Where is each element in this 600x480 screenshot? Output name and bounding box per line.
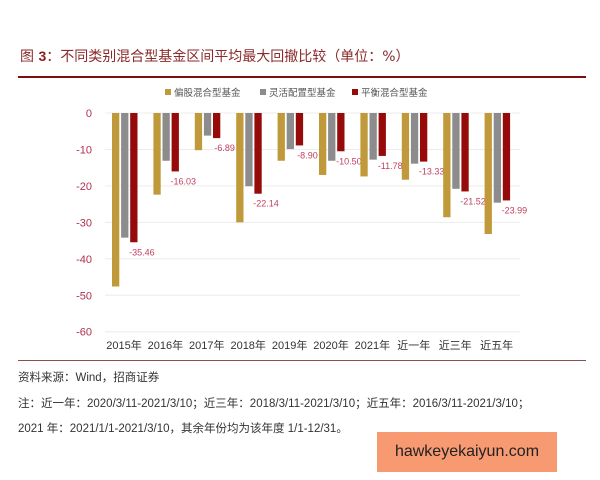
bar-0 <box>401 113 410 180</box>
bar-2 <box>461 113 469 192</box>
data-label: -13.33 <box>419 167 445 177</box>
y-tick-label: -60 <box>76 327 92 339</box>
data-label: -10.50 <box>336 156 362 166</box>
data-label: -6.89 <box>214 143 235 153</box>
bar-0 <box>153 113 161 195</box>
bar-2 <box>337 113 345 152</box>
bar-0 <box>236 113 244 223</box>
bar-1 <box>452 113 460 189</box>
legend-label: 平衡混合型基金 <box>361 87 428 99</box>
legend-label: 灵活配置型基金 <box>269 87 336 99</box>
bar-0 <box>277 113 285 161</box>
bar-0 <box>360 113 368 177</box>
bar-2 <box>171 113 179 172</box>
data-label: -8.90 <box>297 150 318 160</box>
x-tick-label: 近一年 <box>397 338 430 352</box>
source-note: 资料来源：Wind，招商证券 <box>18 372 160 384</box>
bar-2 <box>502 113 511 201</box>
title-rule <box>18 76 586 78</box>
figure-title: 图 3：不同类别混合型基金区间平均最大回撤比较（单位：%） <box>20 48 410 65</box>
bar-0 <box>194 113 203 151</box>
y-tick-label: -20 <box>76 181 92 193</box>
bar-1 <box>328 113 336 161</box>
y-tick-label: 0 <box>86 108 92 120</box>
bar-1 <box>286 113 294 150</box>
bar-1 <box>121 113 129 238</box>
watermark: hawkeyekaiyun.com <box>377 432 557 472</box>
x-tick-label: 2017年 <box>189 338 224 352</box>
bar-2 <box>213 113 221 139</box>
x-tick-label: 2018年 <box>230 338 265 352</box>
bar-2 <box>378 113 386 156</box>
date-note-2: 2021 年：2021/1/1-2021/3/10，其余年份均为该年度 1/1-… <box>18 423 348 435</box>
bar-1 <box>245 113 253 187</box>
y-tick-label: -10 <box>76 144 92 156</box>
bar-1 <box>369 113 377 160</box>
bar-2 <box>420 113 428 162</box>
bar-2 <box>130 113 138 243</box>
bar-2 <box>254 113 262 194</box>
x-tick-label: 2015年 <box>106 338 141 352</box>
bar-1 <box>162 113 170 161</box>
data-label: -11.78 <box>378 161 403 171</box>
data-label: -23.99 <box>502 205 528 215</box>
bar-1 <box>493 113 501 203</box>
y-tick-label: -40 <box>76 254 92 266</box>
x-tick-label: 2020年 <box>313 338 348 352</box>
x-tick-label: 近三年 <box>439 338 472 352</box>
date-note-1: 注：近一年：2020/3/11-2021/3/10；近三年：2018/3/11-… <box>18 398 530 410</box>
bar-1 <box>203 113 212 136</box>
x-tick-label: 2016年 <box>148 338 183 352</box>
bar-0 <box>112 113 120 287</box>
bar-1 <box>410 113 419 164</box>
x-tick-label: 2021年 <box>355 338 390 352</box>
data-label: -21.52 <box>460 196 486 206</box>
legend-swatch-0 <box>165 89 171 95</box>
legend-swatch-2 <box>352 89 358 95</box>
bar-0 <box>319 113 327 175</box>
legend-swatch-1 <box>260 89 266 95</box>
bar-chart: 0 -10 -20 -30 -40 -50 -60 -35.46 2015年 -16.03 2016… <box>76 87 528 352</box>
bar-0 <box>484 113 492 235</box>
y-tick-label: -30 <box>76 217 92 229</box>
bar-0 <box>443 113 451 218</box>
x-tick-label: 近五年 <box>480 338 513 352</box>
x-tick-label: 2019年 <box>272 338 307 352</box>
bottom-rule <box>18 360 586 361</box>
bar-2 <box>295 113 304 146</box>
legend-label: 偏股混合型基金 <box>174 87 241 99</box>
y-tick-label: -50 <box>76 290 92 302</box>
data-label: -35.46 <box>129 247 155 257</box>
data-label: -16.03 <box>170 176 196 186</box>
data-label: -22.14 <box>253 199 279 209</box>
